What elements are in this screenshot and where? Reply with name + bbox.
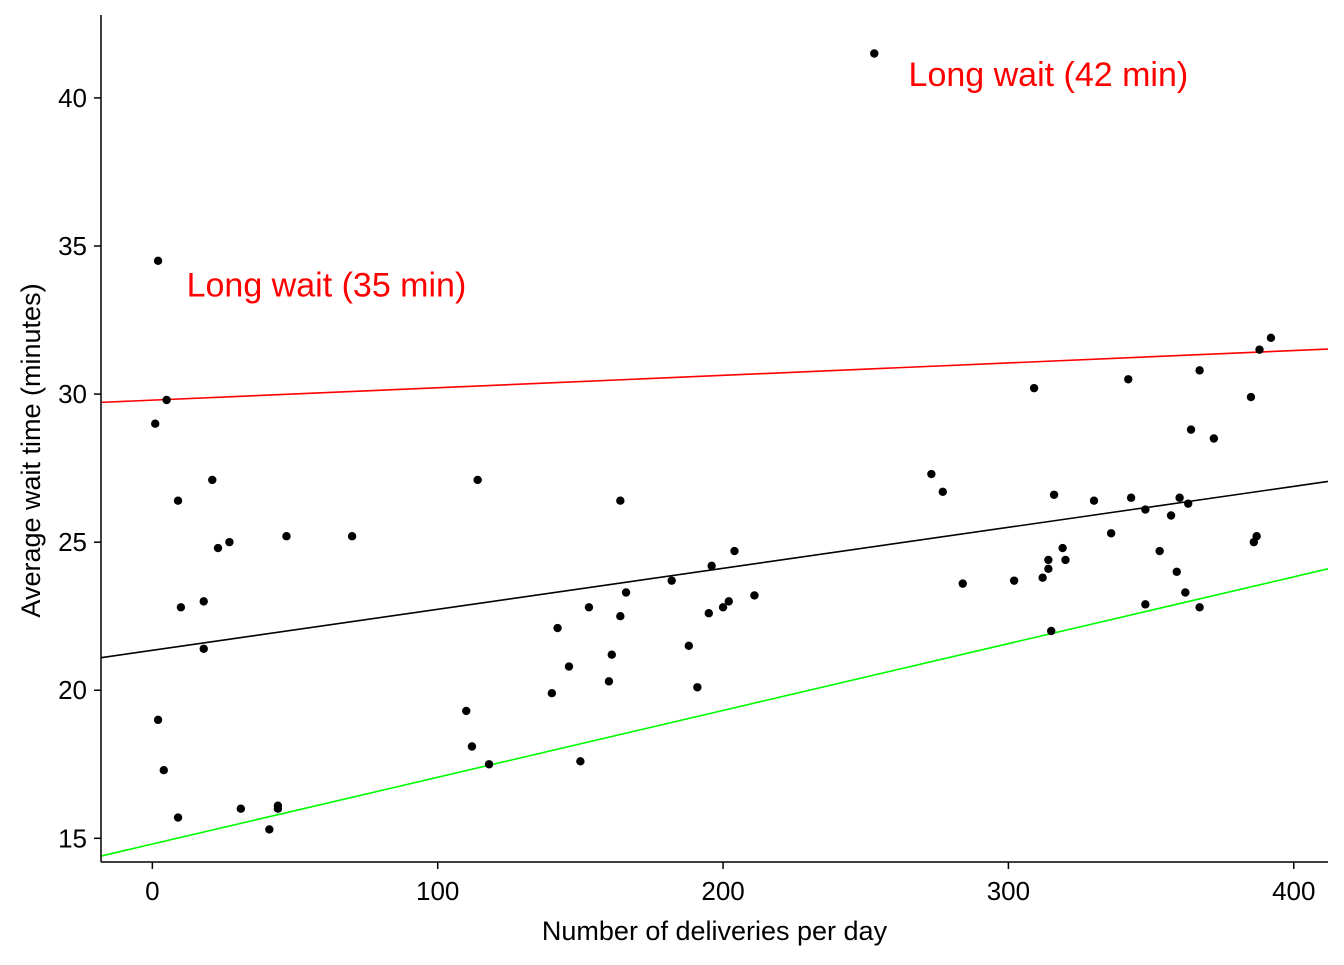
data-point-24 xyxy=(547,688,557,698)
data-point-8 xyxy=(176,603,186,612)
data-point-21 xyxy=(467,742,477,751)
x-tick-label: 200 xyxy=(701,876,744,906)
data-point-68 xyxy=(1186,425,1196,434)
data-point-33 xyxy=(621,588,631,597)
data-point-28 xyxy=(584,603,594,612)
data-point-2 xyxy=(153,256,163,266)
x-tick-label: 400 xyxy=(1272,876,1315,906)
data-point-60 xyxy=(1141,505,1150,514)
data-point-4 xyxy=(159,765,168,775)
data-point-11 xyxy=(208,475,217,485)
y-axis-title: Average wait time (minutes) xyxy=(16,283,46,617)
data-point-58 xyxy=(1124,375,1133,384)
data-point-15 xyxy=(265,825,274,834)
data-point-5 xyxy=(162,395,171,405)
data-point-70 xyxy=(1195,603,1204,612)
data-point-64 xyxy=(1172,567,1181,576)
data-point-41 xyxy=(730,546,739,556)
data-point-52 xyxy=(1047,626,1056,636)
data-point-22 xyxy=(473,475,482,485)
data-point-20 xyxy=(462,706,471,716)
data-point-3 xyxy=(153,715,163,725)
y-tick-label: 35 xyxy=(58,231,87,261)
data-point-59 xyxy=(1126,493,1136,502)
data-point-30 xyxy=(607,650,616,659)
data-point-13 xyxy=(225,537,234,547)
data-point-51 xyxy=(1044,555,1053,565)
data-point-17 xyxy=(273,804,283,813)
data-point-29 xyxy=(604,677,614,686)
data-point-53 xyxy=(1049,490,1059,499)
data-point-26 xyxy=(564,662,574,671)
fit-line-2 xyxy=(100,480,1329,659)
data-point-46 xyxy=(958,579,967,588)
data-point-14 xyxy=(236,804,246,813)
y-tick-label: 15 xyxy=(58,823,87,853)
data-point-54 xyxy=(1058,543,1067,553)
fit-line-3 xyxy=(100,568,1329,857)
data-point-44 xyxy=(927,469,936,479)
axes xyxy=(100,15,1328,863)
fit-line-1 xyxy=(100,348,1329,404)
data-point-23 xyxy=(484,760,494,769)
data-point-74 xyxy=(1252,532,1261,541)
data-point-69 xyxy=(1195,366,1204,375)
data-points xyxy=(151,49,1276,834)
data-point-50 xyxy=(1044,564,1053,574)
data-point-19 xyxy=(347,532,357,541)
annotation-1: Long wait (35 min) xyxy=(187,267,467,305)
data-point-75 xyxy=(1255,345,1264,354)
data-point-47 xyxy=(1009,576,1019,585)
data-point-37 xyxy=(704,609,713,618)
data-point-62 xyxy=(1155,546,1164,556)
data-point-55 xyxy=(1061,555,1070,565)
y-tick-label: 40 xyxy=(58,83,87,113)
data-point-76 xyxy=(1266,333,1276,343)
data-point-39 xyxy=(718,603,728,612)
data-point-45 xyxy=(938,487,947,497)
data-point-36 xyxy=(693,683,702,692)
data-point-49 xyxy=(1038,573,1047,582)
data-point-12 xyxy=(213,543,223,553)
data-point-27 xyxy=(576,757,585,766)
data-point-42 xyxy=(750,591,759,600)
y-tick-label: 30 xyxy=(58,379,87,409)
data-point-43 xyxy=(870,49,879,58)
x-tick-label: 100 xyxy=(416,876,459,906)
data-point-10 xyxy=(199,644,208,653)
data-point-72 xyxy=(1246,392,1256,402)
data-point-31 xyxy=(616,496,625,505)
data-point-32 xyxy=(616,611,625,621)
data-point-25 xyxy=(553,623,562,633)
data-point-65 xyxy=(1175,493,1184,502)
data-point-9 xyxy=(199,597,208,606)
data-point-71 xyxy=(1209,434,1219,443)
data-point-7 xyxy=(173,813,183,822)
data-point-40 xyxy=(724,597,733,606)
data-point-1 xyxy=(151,419,160,428)
data-point-57 xyxy=(1106,529,1116,538)
y-tick-label: 25 xyxy=(58,527,87,557)
data-point-56 xyxy=(1089,496,1099,505)
data-point-67 xyxy=(1183,499,1193,508)
annotations: Long wait (35 min) Long wait (42 min) xyxy=(187,56,1189,304)
data-point-35 xyxy=(684,641,694,651)
data-point-63 xyxy=(1166,511,1176,520)
data-point-61 xyxy=(1141,600,1150,609)
data-point-6 xyxy=(173,496,183,505)
x-tick-label: 0 xyxy=(145,876,159,906)
data-point-48 xyxy=(1029,383,1039,393)
regression-lines xyxy=(100,348,1329,857)
x-tick-label: 300 xyxy=(987,876,1030,906)
data-point-18 xyxy=(282,532,291,541)
data-point-38 xyxy=(707,561,716,571)
data-point-66 xyxy=(1181,588,1190,597)
data-point-34 xyxy=(667,576,676,585)
x-axis-title: Number of deliveries per day xyxy=(542,916,888,946)
axis-ticks: 0 100 200 300 400 15 20 25 30 35 40 xyxy=(58,83,1315,906)
y-tick-label: 20 xyxy=(58,675,87,705)
annotation-2: Long wait (42 min) xyxy=(909,56,1189,94)
